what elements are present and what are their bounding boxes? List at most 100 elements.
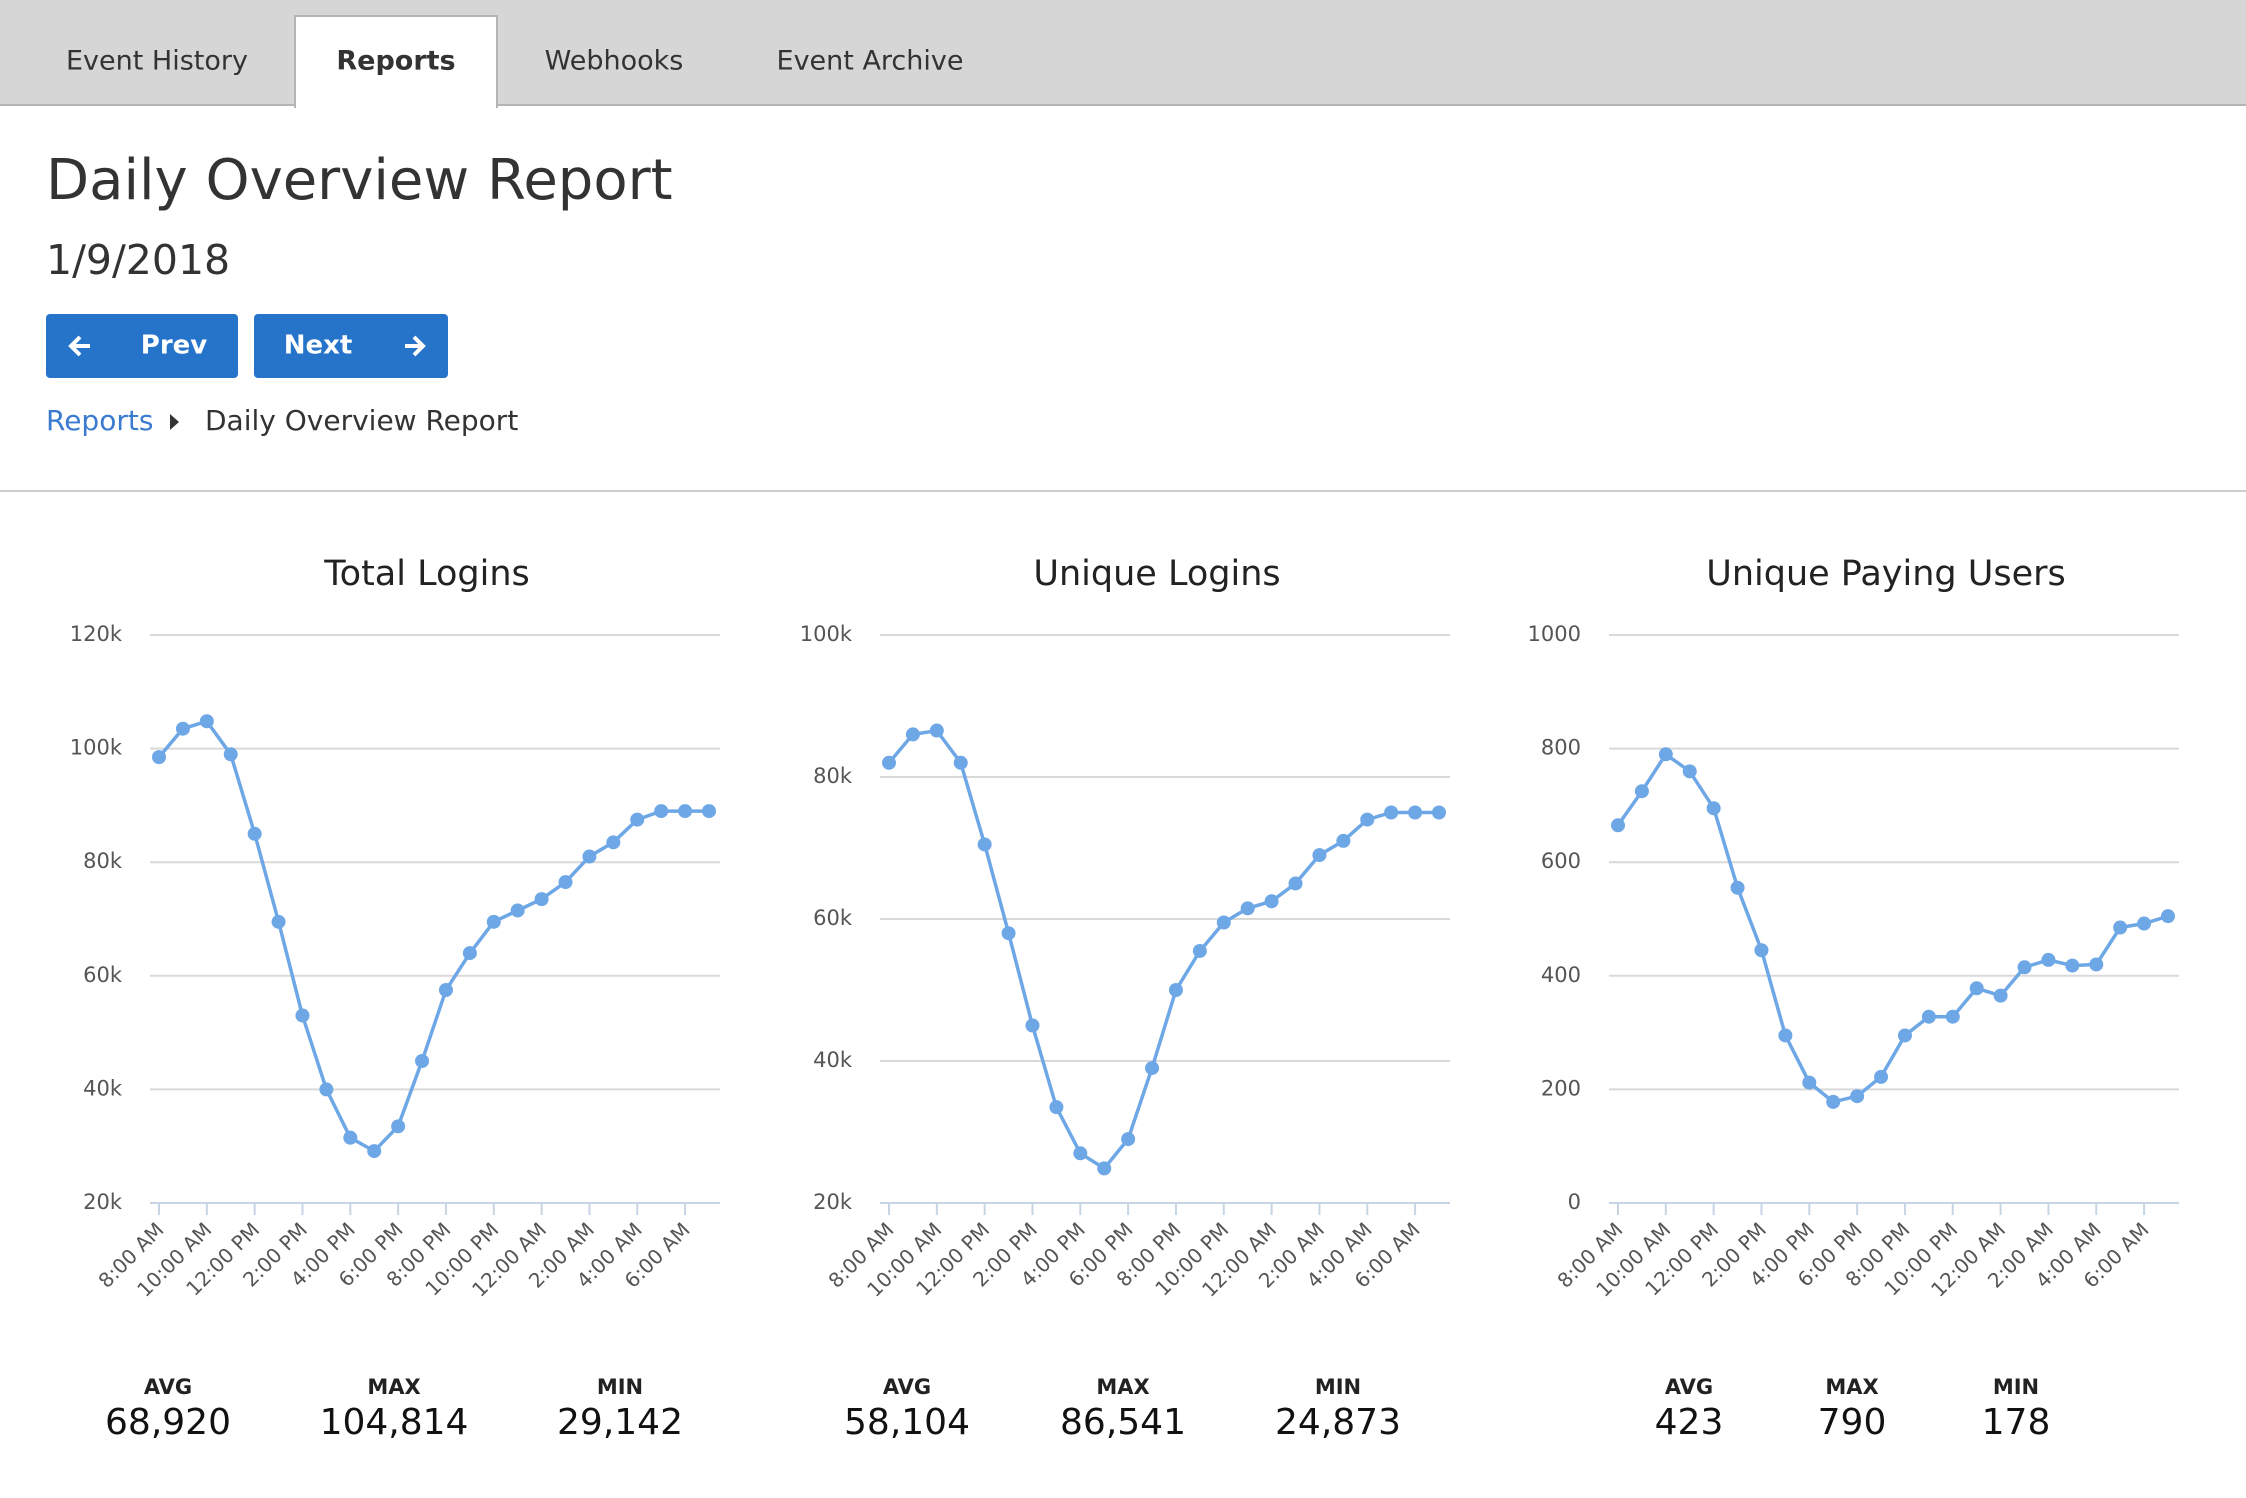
next-button-bg[interactable] (254, 314, 448, 378)
point (2113, 920, 2128, 935)
point (1921, 1009, 1936, 1024)
point (1993, 988, 2008, 1003)
point (1802, 1075, 1817, 1090)
stat-value: 58,104 (844, 1402, 970, 1443)
point (1240, 901, 1255, 916)
report-date: 1/9/2018 (46, 236, 230, 284)
next-label[interactable]: Next (284, 331, 353, 361)
active-tab-gap (296, 100, 496, 108)
stat-label: AVG (144, 1375, 192, 1399)
point (905, 727, 920, 742)
point (1168, 983, 1183, 997)
y-tick-label: 1000 (1528, 622, 1581, 646)
point (1778, 1028, 1793, 1043)
point (977, 837, 992, 852)
point (1192, 943, 1207, 958)
point (367, 1144, 382, 1159)
point (1706, 801, 1721, 816)
chart-title: Unique Logins (1033, 554, 1280, 594)
point (1288, 876, 1303, 891)
point (1432, 805, 1446, 820)
stat-label: MIN (1993, 1375, 2039, 1399)
point (2161, 909, 2175, 924)
tab[interactable]: Event Archive (777, 46, 964, 77)
point (654, 804, 669, 819)
point (295, 1008, 310, 1023)
point (2017, 960, 2032, 975)
prev-label[interactable]: Prev (141, 331, 208, 361)
point (1634, 784, 1649, 799)
point (2065, 958, 2080, 973)
tab[interactable]: Event History (66, 46, 248, 77)
point (1945, 1009, 1960, 1024)
point (319, 1082, 334, 1097)
y-tick-label: 40k (813, 1048, 853, 1072)
breadcrumb-separator (170, 414, 179, 430)
point (1408, 805, 1423, 820)
prev-button[interactable]: Prev (46, 314, 238, 378)
line (887, 728, 1439, 1171)
line (157, 719, 709, 1154)
point (606, 835, 621, 850)
point (1049, 1100, 1064, 1115)
y-tick-label: 800 (1541, 736, 1581, 760)
y-tick-label: 60k (83, 963, 123, 987)
chart-title: Total Logins (323, 554, 530, 594)
point (953, 755, 968, 770)
point (486, 914, 501, 929)
point (2041, 952, 2056, 967)
point (152, 750, 166, 765)
y-tick-label: 80k (83, 849, 123, 873)
point (175, 721, 190, 736)
stat-label: MAX (367, 1375, 420, 1399)
point (1969, 981, 1984, 996)
point (1001, 926, 1016, 941)
point (391, 1119, 406, 1134)
point (1264, 894, 1279, 909)
prev-button-bg[interactable] (46, 314, 238, 378)
point (1145, 1061, 1160, 1076)
tab[interactable]: Webhooks (545, 46, 684, 77)
arrow-left (68, 335, 90, 357)
point (462, 946, 477, 961)
point (1874, 1069, 1889, 1084)
point (1025, 1018, 1040, 1033)
y-tick-label: 20k (813, 1190, 853, 1214)
tab[interactable]: Reports (336, 46, 455, 77)
point (1073, 1146, 1088, 1161)
point (1897, 1028, 1912, 1043)
point (1754, 943, 1769, 958)
stat-label: MIN (1315, 1375, 1361, 1399)
point (1336, 833, 1351, 848)
point (2089, 957, 2104, 972)
point (929, 723, 944, 738)
line (1616, 751, 2169, 1104)
y-tick-label: 60k (813, 906, 853, 930)
y-tick-label: 100k (800, 622, 853, 646)
breadcrumb-link[interactable]: Reports (46, 404, 153, 437)
point (630, 812, 645, 827)
point (415, 1054, 430, 1068)
stat-label: MAX (1096, 1375, 1149, 1399)
y-tick-label: 600 (1541, 849, 1581, 873)
page-title: Daily Overview Report (46, 148, 673, 213)
point (1312, 848, 1327, 863)
point (882, 755, 896, 770)
point (510, 903, 525, 918)
next-button[interactable]: Next (254, 314, 448, 378)
point (199, 714, 214, 729)
point (2137, 916, 2152, 931)
point (247, 826, 262, 841)
y-tick-label: 100k (70, 736, 123, 760)
point (1730, 880, 1745, 895)
point (223, 747, 238, 762)
stat-value: 178 (1982, 1402, 2051, 1443)
point (1097, 1161, 1112, 1176)
point (1658, 747, 1673, 762)
stat-label: MAX (1825, 1375, 1878, 1399)
point (1360, 812, 1375, 827)
stat-value: 24,873 (1275, 1402, 1401, 1443)
stat-value: 790 (1818, 1402, 1887, 1443)
active-tab[interactable] (294, 15, 498, 108)
